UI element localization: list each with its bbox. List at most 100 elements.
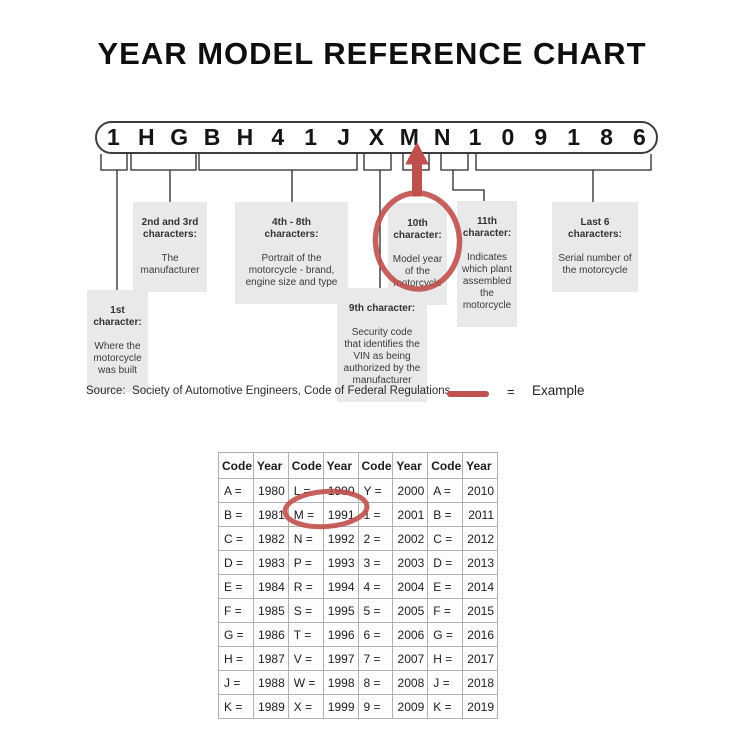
source-text: Source: Society of Automotive Engineers,… [86,385,451,397]
year-table-row: K = 1989 X = 1999 9 = 2009 K = 2019 [218,694,498,719]
code-cell: K = [218,694,254,719]
label-title: Last 6 characters: [568,217,622,240]
year-cell: 2015 [462,598,498,623]
year-cell: 2014 [462,574,498,599]
year-cell: 2010 [462,478,498,503]
year-cell: 2007 [392,646,429,671]
year-cell: 2009 [392,694,429,719]
label-1st-character: 1st character: Where the motorcycle was … [87,290,148,392]
year-table-row: J = 1988 W = 1998 8 = 2008 J = 2018 [218,670,498,695]
year-cell: 1992 [322,526,359,551]
code-cell: N = [287,526,324,551]
year-table-header-cell: Code [218,452,254,479]
year-table-header-cell: Code [287,452,324,479]
year-table-row: G = 1986 T = 1996 6 = 2006 G = 2016 [218,622,498,647]
year-cell: 1990 [322,478,359,503]
code-cell: K = [427,694,464,719]
year-cell: 2011 [462,502,498,527]
code-cell: 5 = [357,598,394,623]
year-cell: 2012 [462,526,498,551]
year-table-row: B = 1981 M = 1991 1 = 2001 B = 2011 [218,502,498,527]
code-cell: C = [218,526,254,551]
code-cell: 3 = [357,550,394,575]
label-title: 11th character: [462,216,512,239]
code-cell: F = [427,598,464,623]
year-cell: 1999 [322,694,359,719]
vin-character: H [236,124,254,150]
year-code-table: Code Year Code Year Code Year Code Year A = 1980… [218,452,498,719]
year-cell: 1991 [322,502,359,527]
year-cell: 2017 [462,646,498,671]
code-cell: P = [287,550,324,575]
code-cell: 1 = [357,502,394,527]
vin-character: M [399,124,419,150]
year-cell: 2003 [392,550,429,575]
code-cell: H = [427,646,464,671]
code-cell: C = [427,526,464,551]
code-cell: W = [287,670,324,695]
year-table-row: A = 1980 L = 1990 Y = 2000 A = 2010 [218,478,498,503]
year-table-body: A = 1980 L = 1990 Y = 2000 A = 2010 B = 1981 M = 19… [218,478,498,719]
year-cell: 1988 [252,670,289,695]
year-table-row: H = 1987 V = 1997 7 = 2007 H = 2017 [218,646,498,671]
year-cell: 1994 [322,574,359,599]
year-cell: 1985 [252,598,289,623]
year-table-row: F = 1985 S = 1995 5 = 2005 F = 2015 [218,598,498,623]
label-body: The manufacturer [140,253,200,276]
label-body: Indicates which plant assembled the moto… [461,252,513,311]
year-cell: 2001 [392,502,429,527]
code-cell: T = [287,622,324,647]
code-cell: G = [218,622,254,647]
code-cell: D = [427,550,464,575]
code-cell: D = [218,550,254,575]
year-cell: 1998 [322,670,359,695]
label-body: Model year of the motorcycle [392,254,443,289]
code-cell: 8 = [357,670,394,695]
vin-character: 0 [501,124,515,150]
year-cell: 1983 [252,550,289,575]
vin-character: 9 [534,124,548,150]
label-2nd-3rd-characters: 2nd and 3rd characters: The manufacturer [133,202,207,292]
year-cell: 1984 [252,574,289,599]
code-cell: L = [287,478,324,503]
year-table-header-cell: Code [427,452,464,479]
code-cell: J = [427,670,464,695]
legend-example-label: Example [532,383,585,398]
year-cell: 2019 [462,694,498,719]
year-table-header-cell: Year [252,452,289,479]
label-11th-character: 11th character: Indicates which plant as… [457,201,517,327]
year-cell: 1987 [252,646,289,671]
year-table-head: Code Year Code Year Code Year Code Year [218,452,498,479]
code-cell: E = [427,574,464,599]
code-cell: R = [287,574,324,599]
code-cell: J = [218,670,254,695]
code-cell: 4 = [357,574,394,599]
year-table-header-cell: Year [322,452,359,479]
code-cell: 7 = [357,646,394,671]
year-cell: 2016 [462,622,498,647]
vin-character: G [170,124,189,150]
vin-character: 4 [271,124,285,150]
year-cell: 2013 [462,550,498,575]
year-cell: 1993 [322,550,359,575]
year-cell: 2000 [392,478,429,503]
code-cell: 2 = [357,526,394,551]
code-cell: G = [427,622,464,647]
year-cell: 1995 [322,598,359,623]
label-10th-character: 10th character: Model year of the motorc… [388,203,447,305]
code-cell: 9 = [357,694,394,719]
code-cell: A = [427,478,464,503]
year-cell: 1981 [252,502,289,527]
vin-character: H [138,124,155,150]
year-cell: 2004 [392,574,429,599]
code-cell: B = [427,502,464,527]
year-cell: 1996 [322,622,359,647]
label-4th-8th-characters: 4th - 8th characters: Portrait of the mo… [235,202,348,304]
label-body: Serial number of the motorcycle [558,253,632,276]
year-table-header-cell: Code [357,452,394,479]
year-cell: 1980 [252,478,289,503]
year-table-header-row: Code Year Code Year Code Year Code Year [218,452,498,479]
vin-character: 8 [600,124,613,150]
code-cell: E = [218,574,254,599]
